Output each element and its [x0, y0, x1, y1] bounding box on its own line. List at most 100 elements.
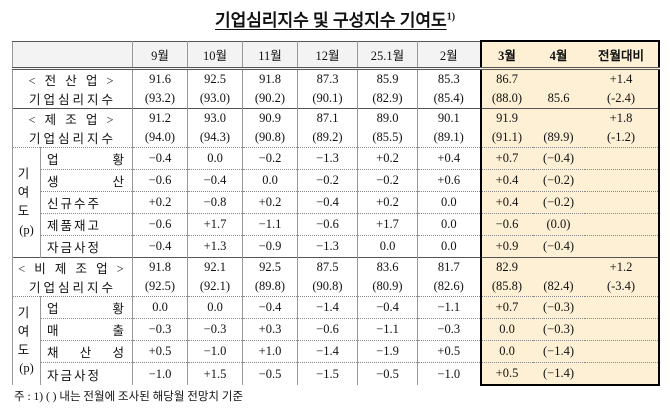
column-header: 12월 [297, 40, 358, 70]
value-cell [532, 68, 585, 89]
value-cell: −1.4 [297, 340, 358, 363]
index-row: < 비 제 조 업 >91.8 92.1 92.5 87.5 83.6 81.7 82.9 +… [12, 257, 660, 277]
value-cell: 87.1 [297, 108, 358, 128]
value-cell: −0.6 [479, 213, 533, 236]
value-cell: 0.0 [187, 147, 243, 170]
value-cell [584, 147, 660, 170]
value-cell: 0.0 [357, 235, 418, 258]
title: 기업심리지수 및 구성지수 기여도1) [0, 6, 670, 31]
value-cell: 0.0 [479, 318, 533, 341]
value-cell: 0.0 [132, 296, 188, 319]
value-cell: −0.2 [357, 169, 418, 192]
value-cell: (−1.4) [532, 362, 585, 386]
section-name: < 비 제 조 업 > [12, 257, 133, 277]
row-label: 자금사정 [40, 235, 133, 258]
contribution-text: 기여도 [15, 305, 29, 362]
column-header: 9월 [132, 40, 188, 70]
value-cell: 87.5 [297, 257, 358, 277]
row-label: 매 출 [40, 318, 133, 341]
contribution-unit: (p) [19, 222, 34, 237]
value-cell: (90.1) [297, 89, 358, 109]
row-label: 제품재고 [40, 213, 133, 236]
value-cell: (89.9) [532, 128, 585, 148]
value-cell: (92.1) [187, 277, 243, 297]
value-cell: (82.6) [417, 277, 481, 297]
section-name: < 제 조 업 > [12, 108, 133, 128]
value-cell: 93.0 [187, 108, 243, 128]
contribution-row: 기여도 (p) 업 황 0.0 0.0 −0.4 −1.4 −0.4 −1.1 +0.7 (−0.3… [12, 296, 660, 385]
value-cell: −0.6 [297, 318, 358, 341]
value-cell: −1.3 [297, 147, 358, 170]
value-cell: 91.8 [242, 68, 298, 89]
value-cell: −0.4 [357, 296, 418, 319]
value-cell: +0.4 [479, 169, 533, 192]
value-cell: (-3.4) [584, 277, 660, 297]
value-cell: −1.3 [297, 235, 358, 258]
value-cell [584, 340, 660, 363]
forecast-row: 기업심리지수 (93.2) (93.0) (90.2) (90.1) (82.9) (85.… [12, 89, 660, 109]
column-header: 3월 [479, 40, 533, 70]
value-cell: −1.0 [132, 362, 188, 385]
row-label: 채 산 성 [40, 340, 133, 363]
value-cell: (80.9) [357, 277, 418, 297]
header-row: 9월 10월 11월 12월 25.1월 2월 3월 4월 전월대비 [12, 40, 660, 70]
value-cell: 81.7 [417, 257, 481, 277]
value-cell: −1.1 [242, 213, 298, 236]
corner [12, 40, 133, 70]
value-cell: +1.8 [584, 108, 660, 128]
contribution-row: 자금사정 −1.0 +1.5 −0.5 −1.5 −0.5 −1.0 +0.5 (−1.4) [13, 362, 660, 386]
value-cell: 91.8 [132, 257, 188, 277]
contribution-row: 매 출 −0.3 −0.3 +0.3 −0.6 −1.1 −0.3 0.0 (−0.3) [13, 318, 660, 341]
forecast-row: 기업심리지수 (92.5) (92.1) (89.8) (90.8) (80.9) (82.… [12, 277, 660, 297]
value-cell: +1.7 [357, 213, 418, 236]
value-cell: 85.6 [532, 89, 585, 109]
contribution-row: 자금사정 −0.4 +1.3 −0.9 −1.3 0.0 0.0 +0.9 (−0.4) [13, 235, 660, 258]
value-cell: (88.0) [479, 89, 533, 109]
value-cell: +0.4 [417, 147, 481, 170]
value-cell: 85.3 [417, 68, 481, 89]
value-cell: −1.1 [417, 296, 481, 319]
value-cell: +1.4 [584, 68, 660, 89]
value-cell: 90.1 [417, 108, 481, 128]
value-cell [584, 318, 660, 341]
value-cell: 0.0 [187, 296, 243, 319]
row-label: 업 황 [40, 147, 133, 170]
value-cell [584, 169, 660, 192]
value-cell: +0.2 [357, 147, 418, 170]
index-row: < 전 산 업 >91.6 92.5 91.8 87.3 85.9 85.3 86.7 +1.… [12, 68, 660, 89]
value-cell: −1.5 [297, 362, 358, 385]
value-cell: 86.7 [479, 68, 533, 89]
contribution-row: 신규수주 +0.2 −0.8 +0.2 −0.4 +0.2 0.0 +0.4 (−0.2) [13, 191, 660, 214]
value-cell: (0.0) [532, 213, 585, 236]
value-cell: (−0.2) [532, 191, 585, 214]
value-cell [584, 362, 660, 386]
value-cell [584, 296, 660, 319]
value-cell: 82.9 [479, 257, 533, 277]
value-cell: (90.2) [242, 89, 298, 109]
value-cell: 91.6 [132, 68, 188, 89]
value-cell: +0.4 [479, 191, 533, 214]
value-cell [532, 108, 585, 128]
value-cell: (89.8) [242, 277, 298, 297]
contribution-label: 기여도 (p) [12, 296, 41, 385]
value-cell: −0.4 [132, 147, 188, 170]
value-cell: 90.9 [242, 108, 298, 128]
value-cell: (−1.4) [532, 340, 585, 363]
value-cell: −0.6 [132, 169, 188, 192]
value-cell: +1.7 [187, 213, 243, 236]
contribution-row: 기여도 (p) 업 황 −0.4 0.0 −0.2 −1.3 +0.2 +0.4 +0.7 (−0.… [12, 147, 660, 258]
title-note: 1) [446, 11, 456, 23]
value-cell: 0.0 [417, 213, 481, 236]
row-label: 자금사정 [40, 362, 133, 385]
value-cell: (94.0) [132, 128, 188, 148]
value-cell: −0.8 [187, 191, 243, 214]
value-cell: 92.5 [242, 257, 298, 277]
value-cell: (90.8) [297, 277, 358, 297]
value-cell: +0.2 [357, 191, 418, 214]
value-cell: (90.8) [242, 128, 298, 148]
section-name: < 전 산 업 > [12, 68, 133, 89]
row-label: 업 황 [40, 296, 133, 319]
value-cell: (85.5) [357, 128, 418, 148]
value-cell: 92.5 [187, 68, 243, 89]
value-cell [532, 257, 585, 277]
